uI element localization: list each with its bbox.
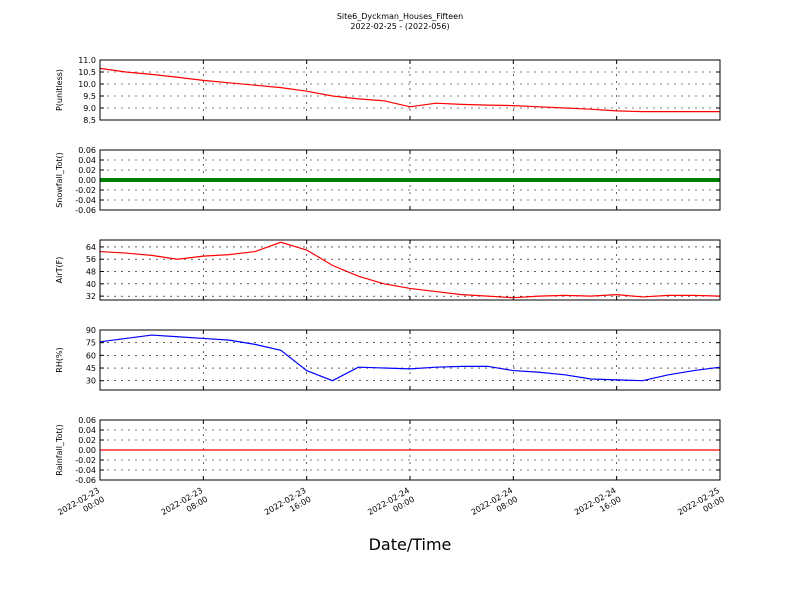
x-tick-label: 2022-02-2308:00 (160, 486, 210, 526)
axes-border (99, 149, 721, 211)
y-tick-label: -0.06 (75, 206, 96, 215)
axes-border (99, 329, 721, 391)
y-tick-label: 9.5 (83, 92, 96, 101)
y-tick-label: 9.0 (83, 104, 96, 113)
x-tick-label-group: 2022-02-2400:00 (366, 486, 416, 526)
axes-border (99, 419, 721, 481)
y-tick-label: 11.0 (78, 56, 96, 65)
y-tick-label: -0.04 (75, 196, 96, 205)
y-axis-label: P(unitless) (55, 69, 64, 111)
y-tick-label: 75 (86, 339, 96, 348)
y-tick-label: 0.02 (78, 436, 96, 445)
x-tick-label-group: 2022-02-2408:00 (470, 486, 520, 526)
title: Site6_Dyckman_Houses_Fifteen (337, 12, 463, 21)
y-tick-label: 90 (86, 326, 96, 335)
y-tick-label: -0.04 (75, 466, 96, 475)
x-tick-label-group: 2022-02-2300:00 (56, 486, 106, 526)
x-tick-label: 2022-02-2400:00 (366, 486, 416, 526)
y-tick-label: 32 (86, 292, 96, 301)
x-tick-label: 2022-02-2408:00 (470, 486, 520, 526)
y-tick-label: -0.02 (75, 456, 96, 465)
y-axis-label: Rainfall_Tot() (55, 424, 64, 476)
y-tick-label: 0.06 (78, 146, 96, 155)
y-axis-label: AirT(F) (55, 257, 64, 284)
subtitle: 2022-02-25 - (2022-056) (350, 22, 449, 31)
series-line (99, 334, 721, 382)
y-tick-label: 56 (86, 255, 96, 264)
y-tick-label: 10.0 (78, 80, 96, 89)
x-tick-label-group: 2022-02-2500:00 (676, 486, 726, 526)
y-tick-label: 0.04 (78, 156, 96, 165)
x-tick-label-group: 2022-02-2308:00 (160, 486, 210, 526)
x-tick-label: 2022-02-2500:00 (676, 486, 726, 526)
y-tick-label: 30 (86, 377, 96, 386)
y-tick-label: -0.02 (75, 186, 96, 195)
y-tick-label: -0.06 (75, 476, 96, 485)
series-line (99, 241, 721, 299)
x-tick-label: 2022-02-2316:00 (263, 486, 313, 526)
y-tick-label: 60 (86, 351, 96, 360)
y-tick-label: 0.00 (78, 446, 96, 455)
y-axis-label: Snowfall_Tot() (55, 152, 64, 208)
x-tick-label: 2022-02-2416:00 (573, 486, 623, 526)
y-tick-label: 0.02 (78, 166, 96, 175)
y-tick-label: 8.5 (83, 116, 96, 125)
y-tick-label: 48 (86, 268, 96, 277)
y-axis-label: RH(%) (55, 347, 64, 372)
x-tick-label: 2022-02-2300:00 (56, 486, 106, 526)
y-tick-label: 0.06 (78, 416, 96, 425)
y-tick-label: 64 (86, 243, 96, 252)
y-tick-label: 10.5 (78, 68, 96, 77)
x-tick-label-group: 2022-02-2416:00 (573, 486, 623, 526)
axes-border (99, 239, 721, 301)
y-tick-label: 0.04 (78, 426, 96, 435)
x-tick-label-group: 2022-02-2316:00 (263, 486, 313, 526)
x-axis-label: Date/Time (369, 535, 452, 554)
axes-border (99, 59, 721, 121)
y-tick-label: 0.00 (78, 176, 96, 185)
series-line (99, 67, 720, 113)
y-tick-label: 40 (86, 280, 96, 289)
y-tick-label: 45 (86, 364, 96, 373)
